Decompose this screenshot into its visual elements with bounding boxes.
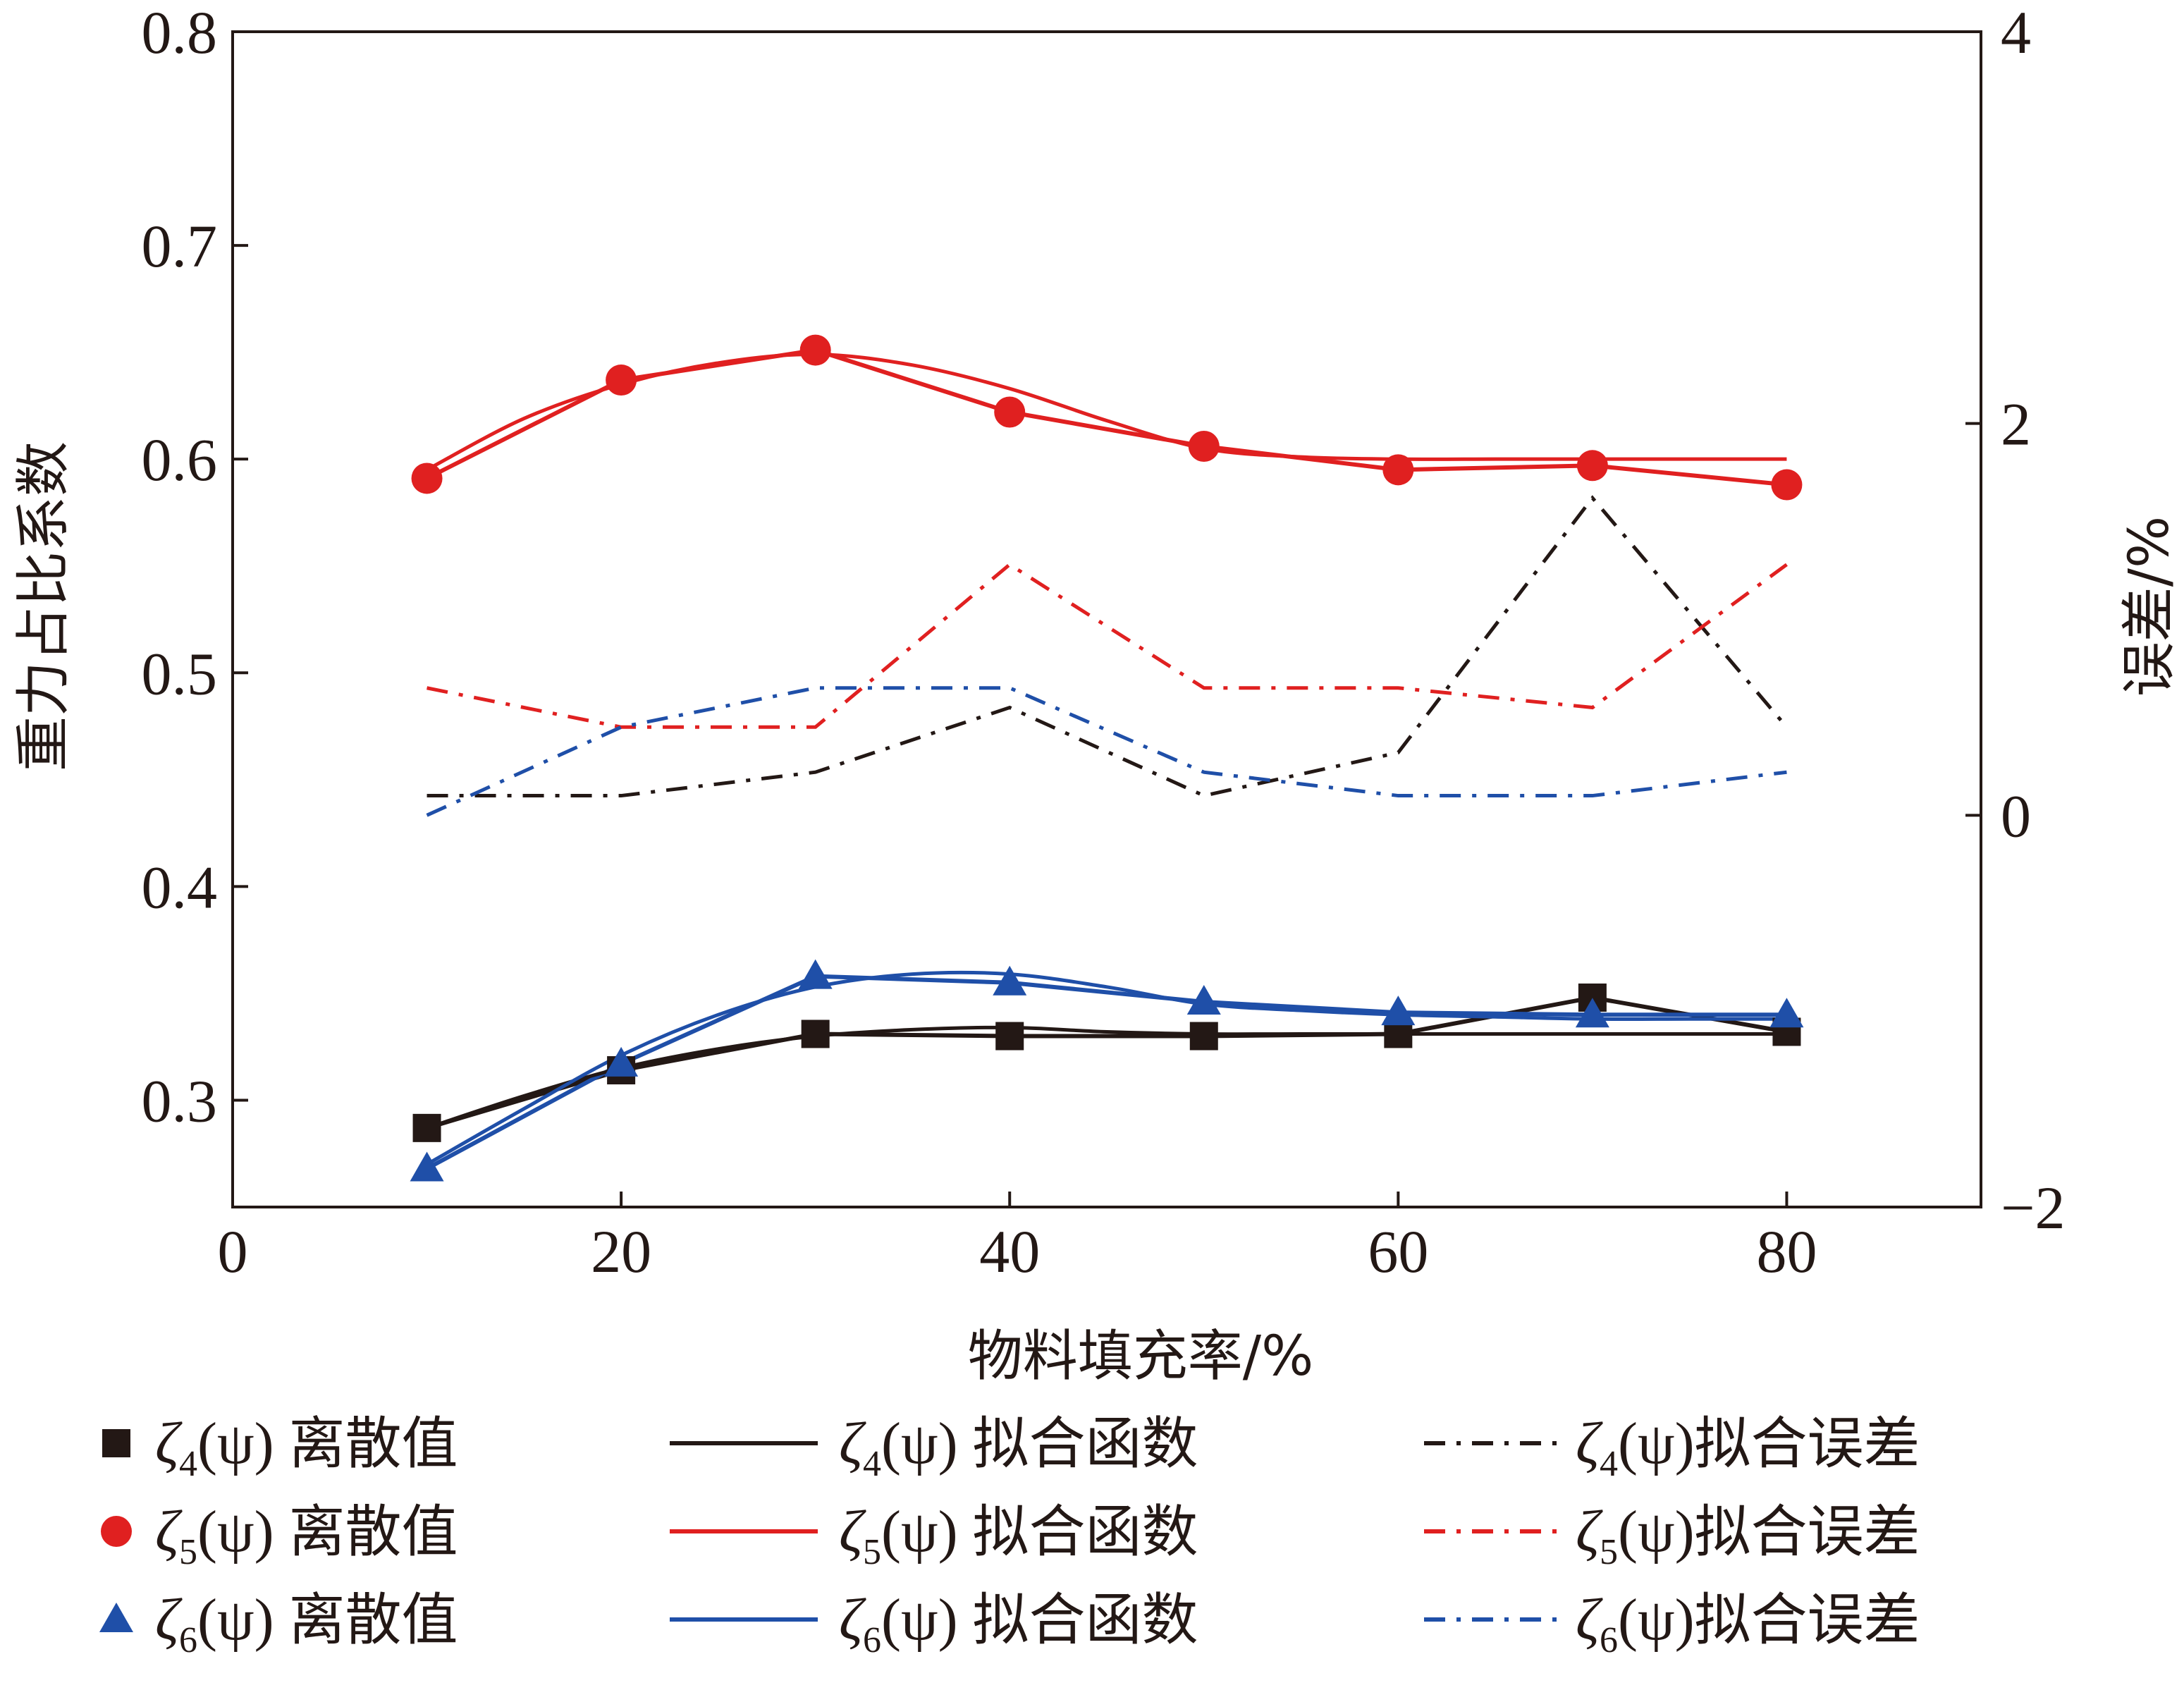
z4_discrete-marker xyxy=(1189,1022,1218,1051)
z5_discrete-marker xyxy=(994,396,1026,428)
z4_discrete-line xyxy=(426,995,1787,1130)
z6_discrete-marker xyxy=(604,1046,639,1077)
legend-marker-z5_discrete xyxy=(101,1516,132,1547)
legend-label-z4_discrete: ζ4(ψ) 离散值 xyxy=(155,1411,458,1484)
legend-marker-z6_discrete xyxy=(99,1603,133,1632)
legend-label-z4_err: ζ4(ψ)拟合误差 xyxy=(1576,1411,1920,1484)
x-tick-label: 20 xyxy=(591,1218,651,1285)
z6_discrete-marker xyxy=(798,959,833,989)
z4_err-line xyxy=(427,495,1789,798)
legend: ζ4(ψ) 离散值 ζ5(ψ) 离散值 ζ6(ψ) 离散值 ζ4(ψ) 拟合函数 ζ5(… xyxy=(99,1411,1920,1660)
y-left-axis-title: 重力占比系数 xyxy=(12,441,75,771)
z4_discrete-marker xyxy=(412,1113,441,1142)
y-right-tick-label: 2 xyxy=(2001,391,2031,458)
z5_discrete-marker xyxy=(1771,469,1803,501)
legend-label-z5_discrete: ζ5(ψ) 离散值 xyxy=(155,1499,458,1572)
z6_discrete-marker xyxy=(1575,998,1609,1028)
plot-border xyxy=(231,30,1982,1208)
z4_fit-line xyxy=(426,1025,1787,1130)
y-left-tick-label: 0.7 xyxy=(142,212,218,280)
x-tick-label: 0 xyxy=(218,1218,248,1285)
series-lines xyxy=(426,348,1789,1171)
z6_discrete-line xyxy=(426,974,1787,1171)
axis-ticks: 0 20 40 60 80 0.3 0.4 0.5 0.6 0.7 0.8 −2 0 2 4 xyxy=(142,0,2066,1285)
z4_discrete-marker xyxy=(801,1019,830,1048)
x-axis-title: 物料填充率/% xyxy=(968,1325,1313,1388)
x-tick-label: 40 xyxy=(979,1218,1040,1285)
legend-label-z6_err: ζ6(ψ)拟合误差 xyxy=(1576,1587,1920,1660)
y-right-axis-title: 误差/% xyxy=(2118,516,2181,697)
plot-frame xyxy=(231,30,1982,1208)
x-tick-label: 60 xyxy=(1368,1218,1428,1285)
z5_discrete-marker xyxy=(1382,454,1414,486)
y-left-tick-label: 0.5 xyxy=(142,639,218,707)
z5_discrete-marker xyxy=(799,334,831,366)
z5_fit-line xyxy=(426,353,1787,472)
z5_discrete-marker xyxy=(1576,450,1608,482)
legend-label-z4_fit: ζ4(ψ) 拟合函数 xyxy=(839,1411,1198,1484)
legend-marker-z4_discrete xyxy=(102,1429,130,1457)
z6_discrete-marker xyxy=(993,965,1027,996)
z5_discrete-marker xyxy=(411,463,443,494)
z6_discrete-marker xyxy=(1381,996,1416,1026)
y-right-tick-label: −2 xyxy=(2001,1174,2066,1242)
legend-label-z5_err: ζ5(ψ)拟合误差 xyxy=(1576,1499,1920,1572)
y-right-tick-label: 0 xyxy=(2001,782,2031,850)
z5_err-line xyxy=(427,562,1788,729)
x-tick-label: 80 xyxy=(1756,1218,1817,1285)
legend-label-z5_fit: ζ5(ψ) 拟合函数 xyxy=(839,1499,1198,1572)
z6_discrete-marker xyxy=(1186,985,1221,1015)
y-right-tick-label: 4 xyxy=(2001,0,2031,66)
y-left-tick-label: 0.8 xyxy=(142,0,218,66)
z6_err-line xyxy=(426,686,1787,817)
z4_discrete-marker xyxy=(995,1022,1024,1051)
z6_discrete-marker xyxy=(410,1151,444,1182)
z5_discrete-marker xyxy=(1188,430,1220,462)
legend-label-z6_discrete: ζ6(ψ) 离散值 xyxy=(155,1587,458,1660)
y-left-tick-label: 0.3 xyxy=(142,1067,218,1134)
axis-titles: 物料填充率/% 重力占比系数 误差/% xyxy=(12,441,2181,1388)
y-left-tick-label: 0.4 xyxy=(142,853,218,921)
z5_discrete-marker xyxy=(606,365,637,396)
z6_fit-line xyxy=(426,970,1787,1166)
series-markers xyxy=(410,334,1804,1182)
y-left-tick-label: 0.6 xyxy=(142,426,218,494)
legend-label-z6_fit: ζ6(ψ) 拟合函数 xyxy=(839,1587,1198,1660)
z6_discrete-marker xyxy=(1769,998,1804,1028)
